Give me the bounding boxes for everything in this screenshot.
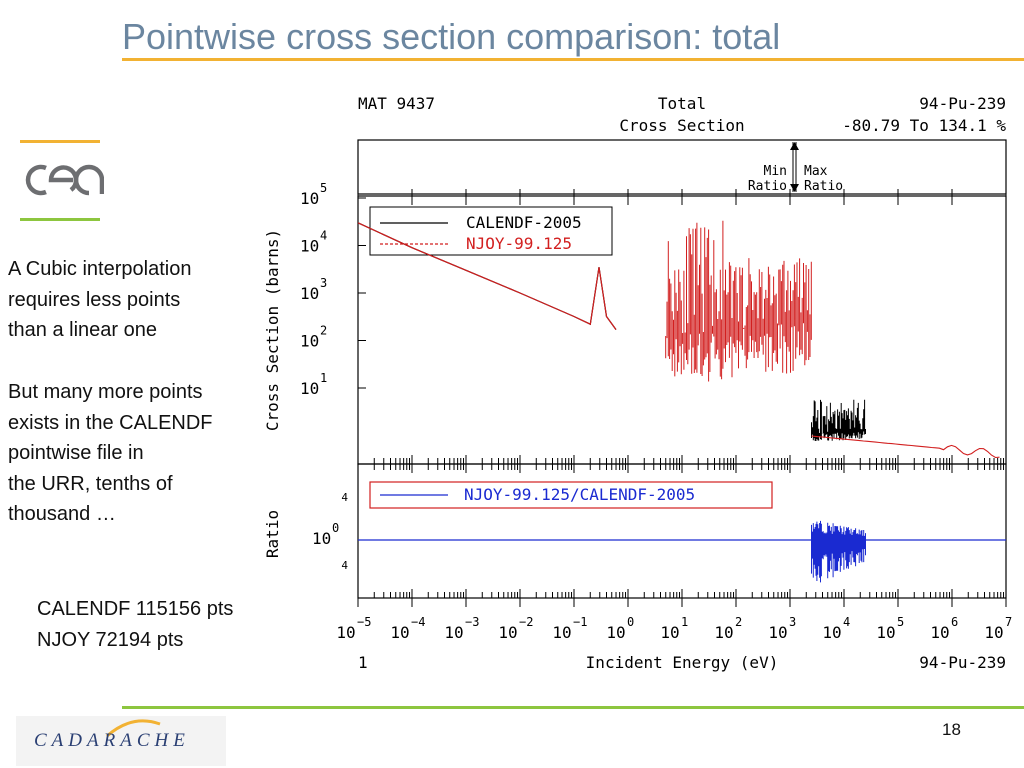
x-axis-ticks: 10−510−410−310−210−110010110210310410510… (336, 189, 1012, 642)
paragraph-line: requires less points (8, 288, 181, 311)
x-tick-label-base: 10 (444, 623, 463, 642)
x-tick-label-base: 10 (552, 623, 571, 642)
njoy-resonance-region (665, 220, 812, 382)
njoy-points: NJOY 72194 pts (37, 629, 184, 651)
cross-section-chart: MAT 9437 Total Cross Section 94-Pu-239 -… (263, 94, 1012, 672)
x-tick-label-exp: −5 (357, 615, 371, 629)
header-total: Total (658, 94, 706, 113)
ratio-y-tick-mid-exp: 0 (332, 521, 339, 535)
x-tick-label-exp: 1 (681, 615, 688, 629)
x-tick-label-base: 10 (768, 623, 787, 642)
ratio-range-strip (357, 139, 1007, 195)
x-tick-label-exp: 5 (897, 615, 904, 629)
ratio-y-tick-lower: 4 (341, 559, 348, 572)
paragraph-line: But many more points (8, 381, 203, 403)
y-axis-label-cross-section: Cross Section (barns) (263, 229, 282, 431)
top-series-group (357, 220, 1000, 459)
min-ratio-label-1: Min (764, 164, 787, 179)
x-tick-label-exp: 3 (789, 615, 796, 629)
x-tick-label-exp: 0 (627, 615, 634, 629)
cea-logo-top-bar (20, 140, 100, 143)
y-tick-label-base: 10 (300, 332, 319, 351)
legend-label-ratio: NJOY-99.125/CALENDF-2005 (464, 485, 695, 504)
page-number: 18 (942, 720, 961, 739)
cadarache-logo: CADARACHE (16, 716, 226, 766)
header-mat: MAT 9437 (358, 94, 435, 113)
x-tick-label-exp: 2 (735, 615, 742, 629)
x-tick-label-exp: −3 (465, 615, 479, 629)
y-tick-label-base: 10 (300, 189, 319, 208)
paragraph-line: thousand … (8, 503, 116, 525)
x-tick-label-exp: −2 (519, 615, 533, 629)
y-tick-label-exp: 2 (320, 324, 327, 338)
y-tick-label-base: 10 (300, 284, 319, 303)
cea-logo-bottom-bar (20, 218, 100, 221)
x-tick-label-exp: −1 (573, 615, 587, 629)
x-tick-label-base: 10 (822, 623, 841, 642)
x-tick-label-base: 10 (390, 623, 409, 642)
header-nuclide: 94-Pu-239 (919, 94, 1006, 113)
point-counts: CALENDF 115156 pts NJOY 72194 pts (37, 594, 233, 656)
x-tick-label-base: 10 (660, 623, 679, 642)
x-footer-left: 1 (358, 653, 368, 672)
bottom-series-group (358, 520, 1006, 583)
y-tick-label-exp: 5 (320, 181, 327, 195)
njoy-series-line (357, 222, 617, 330)
x-axis-label: Incident Energy (eV) (586, 653, 779, 672)
calendf-points: CALENDF 115156 pts (37, 598, 234, 620)
cadarache-logo-text: CADARACHE (34, 730, 190, 751)
x-tick-label-base: 10 (336, 623, 355, 642)
x-tick-label-exp: 4 (843, 615, 850, 629)
x-tick-label-base: 10 (606, 623, 625, 642)
y-tick-label-base: 10 (300, 237, 319, 256)
ratio-strip-arrow-down (790, 184, 799, 192)
paragraph-calendf: But many more points exists in the CALEN… (8, 377, 213, 530)
calendf-urr-region (811, 399, 866, 441)
njoy-tail-line (811, 435, 1000, 459)
y-tick-label-exp: 1 (320, 371, 327, 385)
title-underline (122, 58, 1024, 61)
ratio-y-tick-mid-base: 10 (312, 529, 331, 548)
paragraph-line: the URR, tenths of (8, 472, 173, 495)
slide-title: Pointwise cross section comparison: tota… (122, 16, 781, 57)
footer-rule (122, 706, 1024, 709)
x-tick-label-exp: 7 (1005, 615, 1012, 629)
x-tick-label-base: 10 (876, 623, 895, 642)
legend-label-njoy: NJOY-99.125 (466, 234, 572, 253)
y-tick-label-exp: 3 (320, 276, 327, 290)
paragraph-line: pointwise file in (8, 442, 144, 464)
min-ratio-label-2: Ratio (748, 179, 787, 194)
y-tick-label-base: 10 (300, 379, 319, 398)
ratio-y-tick-upper: 4 (341, 491, 348, 504)
x-tick-label-base: 10 (714, 623, 733, 642)
paragraph-cubic: A Cubic interpolation requires less poin… (8, 254, 191, 346)
max-ratio-label-1: Max (804, 164, 828, 179)
x-tick-label-base: 10 (498, 623, 517, 642)
paragraph-line: A Cubic interpolation (8, 258, 192, 280)
legend-label-calendf: CALENDF-2005 (466, 213, 582, 232)
x-tick-label-base: 10 (930, 623, 949, 642)
header-cross-section: Cross Section (619, 116, 744, 135)
x-footer-right: 94-Pu-239 (919, 653, 1006, 672)
max-ratio-label-2: Ratio (804, 179, 843, 194)
cadarache-logo-arc (106, 719, 161, 738)
paragraph-line: than a linear one (8, 319, 158, 341)
header-ratio-range: -80.79 To 134.1 % (842, 116, 1006, 135)
y-tick-label-exp: 4 (320, 229, 327, 243)
ratio-strip-arrow-up (790, 142, 799, 150)
x-tick-label-exp: 6 (951, 615, 958, 629)
y-axis-label-ratio: Ratio (263, 510, 282, 558)
x-tick-label-base: 10 (984, 623, 1003, 642)
ratio-fluctuation-region (811, 520, 866, 583)
cea-logo (25, 164, 104, 196)
x-tick-label-exp: −4 (411, 615, 425, 629)
paragraph-line: exists in the CALENDF (8, 411, 213, 434)
